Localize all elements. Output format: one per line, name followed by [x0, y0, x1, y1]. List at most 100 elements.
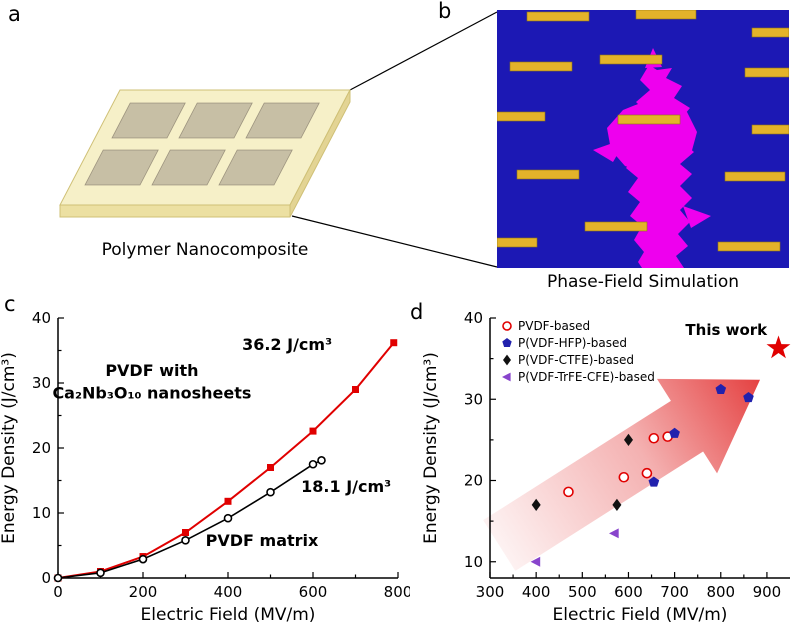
svg-text:40: 40	[32, 309, 51, 327]
svg-text:200: 200	[129, 583, 158, 601]
svg-text:30: 30	[464, 390, 483, 408]
svg-text:800: 800	[706, 583, 735, 601]
series-P(VDF-CTFE)-based	[531, 433, 633, 511]
svg-text:400: 400	[214, 583, 243, 601]
ticks	[57, 317, 399, 579]
breakdown-branch-left	[593, 138, 627, 162]
connector-line-bottom	[291, 215, 498, 268]
marker-open-circle	[641, 467, 653, 479]
chart-annotation: PVDF with	[105, 361, 198, 380]
nanosheet-bar	[724, 171, 786, 182]
nanosheet-bar	[509, 61, 573, 72]
nanosheet-bars	[497, 10, 789, 252]
platelet	[218, 149, 293, 186]
nanosheet-bar	[751, 124, 789, 135]
marker-triangle-left	[502, 372, 511, 382]
marker-pentagon	[502, 338, 512, 347]
svg-text:500: 500	[568, 583, 597, 601]
marker-triangle-left	[609, 528, 619, 539]
marker-open-circle	[648, 432, 660, 444]
svg-text:300: 300	[476, 583, 505, 601]
chart-annotation: Ca₂Nb₃O₁₀ nanosheets	[52, 384, 251, 403]
slab-right-face	[289, 89, 351, 218]
nanosheet-platelets	[84, 102, 320, 186]
panel-a-caption: Polymer Nanocomposite	[101, 240, 309, 260]
series-PVDF-based	[563, 431, 673, 498]
legend-label: P(VDF-TrFE-CFE)-based	[518, 370, 655, 384]
legend-label: P(VDF-CTFE)-based	[518, 353, 634, 367]
chart-annotation: 18.1 J/cm³	[301, 477, 391, 496]
panel-d-letter: d	[410, 300, 424, 324]
series-P(VDF-TrFE-CFE)-based	[530, 528, 619, 567]
nanosheet-bar	[516, 169, 580, 180]
marker-open-circle	[266, 487, 275, 497]
series-P(VDF-HFP)-based	[648, 383, 754, 487]
marker-diamond	[612, 498, 622, 511]
svg-text:0: 0	[53, 583, 63, 601]
marker-open-circle	[618, 471, 630, 483]
svg-text:400: 400	[522, 583, 551, 601]
x-axis-label: Electric Field (MV/m)	[141, 605, 316, 625]
panel-c-letter: c	[4, 292, 16, 316]
marker-diamond	[624, 433, 633, 446]
nanosheet-bar	[526, 11, 590, 22]
svg-text:800: 800	[384, 583, 410, 601]
legend-label: PVDF-based	[518, 319, 590, 333]
chart-annotation: 36.2 J/cm³	[242, 335, 332, 354]
marker-square	[309, 427, 317, 435]
svg-text:600: 600	[614, 583, 643, 601]
svg-text:900: 900	[753, 583, 782, 601]
nanosheet-bar	[584, 221, 648, 232]
chart-energy-density-vs-field-lines: 0 200 400 600 800 0 10 20 30 40 Electric Field (MV…	[0, 309, 410, 625]
svg-text:10: 10	[464, 553, 483, 571]
marker-triangle-left	[530, 556, 541, 567]
marker-square	[390, 339, 398, 347]
marker-open-circle	[308, 459, 318, 469]
x-axis-label: Electric Field (MV/m)	[553, 605, 728, 625]
svg-text:40: 40	[464, 309, 483, 327]
series-PVDF matrix	[53, 456, 326, 583]
axes	[489, 318, 790, 579]
nanosheet-bar	[497, 237, 538, 248]
marker-square	[267, 464, 274, 471]
marker-pentagon	[648, 476, 660, 487]
slab-front-face	[59, 204, 291, 218]
tick-labels: 300 400 500 600 700 800 900 10 20 30 40	[464, 309, 781, 601]
marker-open-circle	[223, 513, 233, 523]
nanosheet-bar	[497, 111, 546, 122]
platelet	[151, 149, 226, 186]
nanosheet-bar	[717, 241, 781, 252]
platelet	[84, 149, 159, 186]
svg-text:10: 10	[32, 504, 51, 522]
breakdown-branch-right	[683, 206, 711, 228]
this-work-label: This work	[685, 321, 768, 339]
marker-square	[352, 386, 359, 393]
nanosheet-bar	[744, 67, 789, 78]
marker-open-circle	[53, 573, 63, 583]
marker-open-circle	[96, 568, 105, 578]
legend: PVDF-based P(VDF-HFP)-based P(VDF-CTFE)-ba…	[502, 319, 655, 384]
platelet	[111, 102, 186, 139]
svg-text:30: 30	[32, 374, 51, 392]
panel-a-letter: a	[8, 2, 21, 26]
marker-open-circle	[563, 486, 574, 498]
marker-pentagon	[743, 392, 754, 403]
marker-diamond	[503, 354, 511, 366]
svg-text:20: 20	[464, 472, 483, 490]
marker-square	[224, 497, 232, 505]
svg-text:20: 20	[32, 439, 51, 457]
svg-text:700: 700	[660, 583, 689, 601]
marker-open-circle	[181, 536, 190, 545]
tick-labels: 0 200 400 600 800 0 10 20 30 40	[32, 309, 410, 601]
legend-label: P(VDF-HFP)-based	[518, 336, 627, 350]
nanosheet-bar	[617, 114, 681, 125]
star-icon	[766, 335, 791, 359]
ticks	[489, 317, 768, 578]
svg-text:0: 0	[41, 569, 51, 587]
connector-line-top	[349, 11, 498, 91]
chart-annotation: PVDF matrix	[206, 531, 319, 550]
marker-open-circle	[138, 554, 148, 564]
marker-pentagon	[715, 383, 727, 394]
